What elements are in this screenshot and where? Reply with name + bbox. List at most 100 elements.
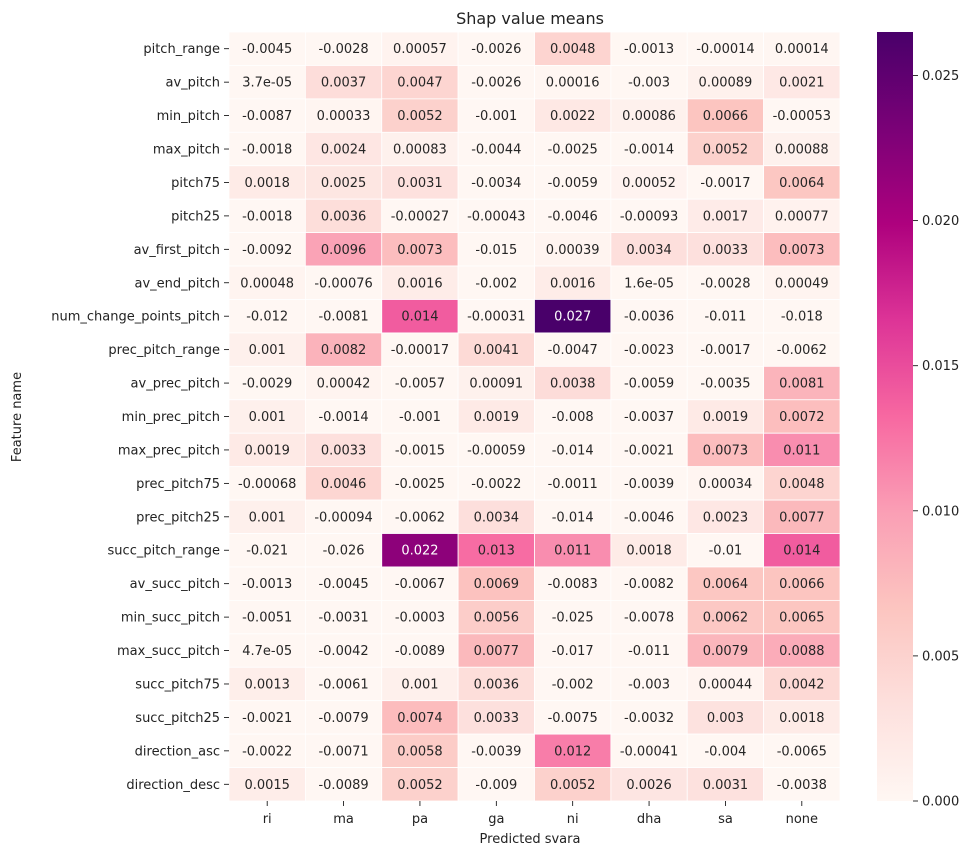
heatmap-cell (457, 299, 535, 334)
cell-value-label: 0.011 (783, 443, 820, 458)
cell-value-label: -0.0026 (471, 76, 521, 91)
cell-value-label: -0.00014 (696, 42, 754, 57)
cell-value-label: -0.0065 (777, 744, 827, 759)
heatmap-cell (534, 633, 612, 668)
cell-value-label: 0.0033 (703, 243, 749, 258)
heatmap-cell (228, 466, 306, 501)
cell-value-label: -0.0092 (242, 243, 292, 258)
cell-value-label: 0.027 (554, 310, 591, 325)
cell-value-label: 0.0048 (779, 477, 825, 492)
heatmap-cell (534, 265, 612, 300)
cell-value-label: -0.0045 (242, 42, 292, 57)
cell-value-label: 4.7e-05 (242, 644, 292, 659)
cell-value-label: -0.0046 (624, 510, 674, 525)
cell-value-label: -0.00043 (467, 209, 525, 224)
cell-value-label: 0.00077 (775, 209, 829, 224)
cell-value-label: -0.0039 (624, 477, 674, 492)
heatmap-cell (763, 31, 841, 66)
cell-value-label: 0.0042 (779, 677, 825, 692)
cell-value-label: 0.0018 (244, 176, 290, 191)
heatmap-cell (763, 299, 841, 334)
heatmap-cell (381, 232, 459, 267)
cell-value-label: -0.0021 (242, 711, 292, 726)
cell-value-label: -0.009 (475, 778, 517, 793)
heatmap-cell (763, 533, 841, 568)
cell-value-label: -0.025 (552, 611, 594, 626)
cell-value-label: -0.00068 (238, 477, 296, 492)
row-tick-label: av_end_pitch (135, 276, 221, 291)
heatmap-cell (763, 599, 841, 635)
cell-value-label: 0.0052 (397, 109, 443, 124)
row-tick-label: max_pitch (153, 143, 220, 158)
heatmap-cell (686, 98, 765, 133)
cell-value-label: -0.0032 (624, 711, 674, 726)
heatmap-cell (534, 131, 612, 167)
cell-value-label: -0.0038 (777, 778, 827, 793)
cell-value-label: 0.0052 (703, 143, 749, 158)
cell-value-label: -0.012 (246, 310, 288, 325)
cell-value-label: -0.008 (552, 410, 594, 425)
cell-value-label: -0.0036 (624, 310, 674, 325)
cell-value-label: 0.00091 (469, 377, 523, 392)
heatmap-cell (610, 232, 688, 267)
cell-value-label: 0.0017 (703, 209, 749, 224)
heatmap-cell (304, 31, 383, 66)
cell-value-label: 0.0033 (474, 711, 520, 726)
heatmap-cell (381, 633, 459, 668)
heatmap-cell (228, 700, 306, 735)
row-tick-label: av_first_pitch (134, 243, 220, 258)
cell-value-label: 0.00034 (699, 477, 753, 492)
heatmap-cell (381, 566, 459, 601)
heatmap-cell (228, 566, 306, 601)
row-tick-label: direction_desc (126, 778, 220, 793)
heatmap-cell (763, 98, 841, 133)
cell-value-label: 0.0073 (703, 443, 749, 458)
heatmap-cell (686, 599, 765, 635)
column-tick-label: sa (718, 812, 733, 827)
heatmap-cell (457, 131, 535, 167)
heatmap-cell (228, 332, 306, 367)
heatmap-cell (457, 332, 535, 367)
heatmap-cell (534, 198, 612, 234)
cell-value-label: 0.0052 (397, 778, 443, 793)
cell-value-label: 0.0064 (703, 577, 749, 592)
cell-value-label: 0.0038 (550, 377, 596, 392)
cell-value-label: -0.0051 (242, 611, 292, 626)
heatmap-cell (610, 767, 688, 802)
cell-value-label: -0.003 (628, 677, 670, 692)
cell-value-label: -0.011 (704, 310, 746, 325)
heatmap-cell (686, 198, 765, 234)
cell-value-label: -0.001 (399, 410, 441, 425)
cell-value-label: 0.0013 (244, 677, 290, 692)
heatmap-cell (304, 98, 383, 133)
cell-value-label: -0.0082 (624, 577, 674, 592)
cell-value-label: 0.0052 (550, 778, 596, 793)
colorbar-ticks: 0.000 0.005 0.010 0.015 0.020 0.025 (913, 69, 959, 810)
cell-value-label: -0.0059 (624, 377, 674, 392)
cell-value-label: -0.00093 (620, 209, 678, 224)
heatmap-cell (228, 399, 306, 434)
heatmap-cell (610, 299, 688, 334)
heatmap-cell (381, 533, 459, 568)
heatmap-cell (228, 432, 306, 468)
cell-value-label: -0.011 (628, 644, 670, 659)
cell-value-label: -0.0067 (395, 577, 445, 592)
row-tick-label: succ_pitch25 (135, 711, 220, 726)
heatmap-cell (763, 499, 841, 534)
heatmap-cell (763, 365, 841, 401)
heatmap-cell (534, 98, 612, 133)
cell-value-label: -0.0013 (242, 577, 292, 592)
heatmap-cell (763, 332, 841, 367)
heatmap-cell (381, 332, 459, 367)
cell-value-label: -0.0034 (471, 176, 521, 191)
cell-value-label: -0.00059 (467, 443, 525, 458)
heatmap-cell (228, 533, 306, 568)
heatmap-cell (763, 466, 841, 501)
row-tick-label: max_prec_pitch (118, 443, 220, 458)
heatmap-cell (763, 633, 841, 668)
cell-value-label: 0.0026 (626, 778, 672, 793)
cell-value-label: -0.0047 (548, 343, 598, 358)
heatmap-cell (686, 733, 765, 768)
heatmap-cell (228, 31, 306, 66)
